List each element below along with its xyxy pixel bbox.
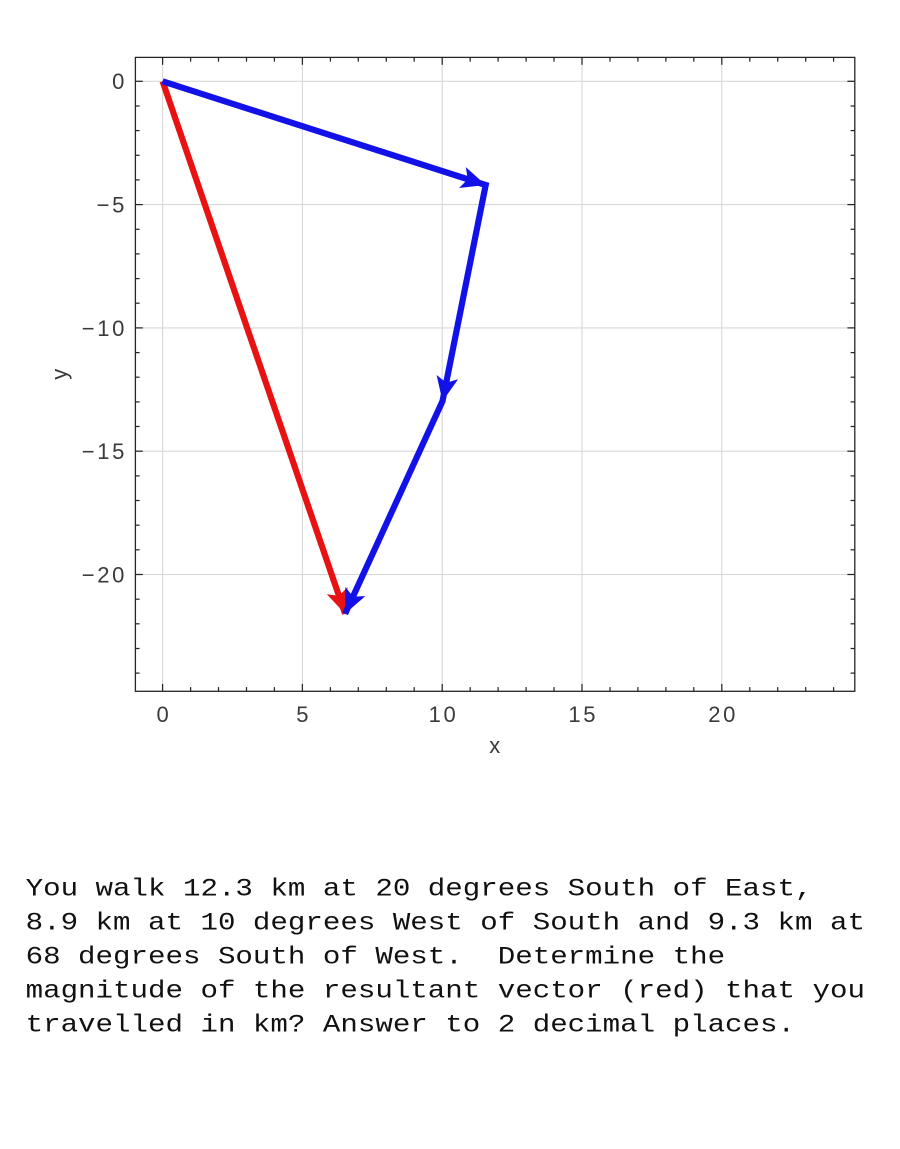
svg-text:−15: −15 [82, 439, 127, 464]
svg-text:5: 5 [296, 702, 308, 727]
svg-text:20: 20 [708, 702, 738, 727]
svg-text:0: 0 [156, 702, 168, 727]
svg-text:y: y [47, 369, 72, 380]
svg-text:0: 0 [112, 69, 124, 94]
svg-text:You walk 12.3 km at 20 degrees: You walk 12.3 km at 20 degrees South of … [26, 875, 813, 904]
svg-text:15: 15 [568, 702, 598, 727]
svg-text:magnitude of the resultant vec: magnitude of the resultant vector (red) … [26, 977, 865, 1006]
svg-text:−5: −5 [97, 192, 127, 217]
svg-text:−10: −10 [82, 316, 127, 341]
svg-text:x: x [489, 733, 500, 758]
svg-text:68 degrees South of West. Det: 68 degrees South of West. Determine the [26, 943, 725, 972]
svg-text:10: 10 [429, 702, 459, 727]
svg-text:−20: −20 [82, 562, 127, 587]
svg-text:8.9 km at 10 degrees West of S: 8.9 km at 10 degrees West of South and 9… [26, 909, 865, 938]
svg-text:travelled in km? Answer to 2 d: travelled in km? Answer to 2 decimal pla… [26, 1011, 795, 1040]
